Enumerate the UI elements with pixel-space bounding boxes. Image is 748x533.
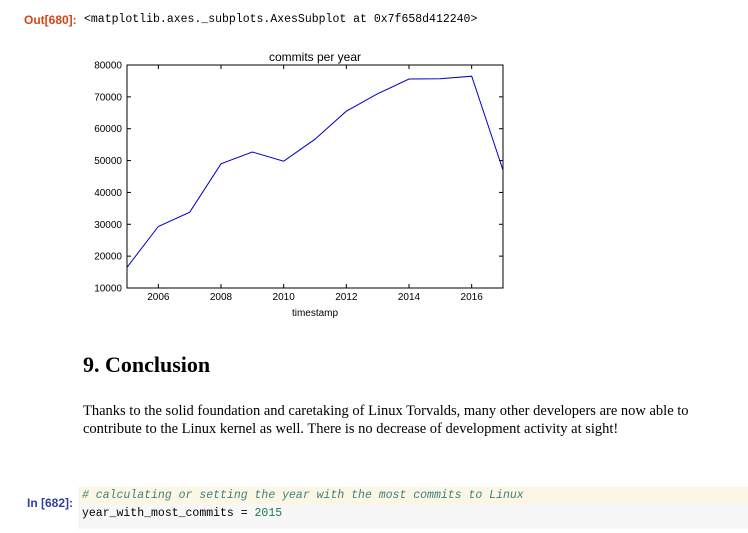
x-tick-label: 2010: [273, 292, 296, 303]
line-chart: commits per year 10000 20000 30000 40000 5000…: [94, 50, 504, 319]
x-axis-label: timestamp: [292, 308, 339, 319]
code-cell[interactable]: # calculating or setting the year with t…: [79, 487, 748, 529]
chart-title: commits per year: [269, 50, 361, 64]
x-tick-label: 2006: [147, 292, 170, 303]
code-highlight-line: [80, 487, 748, 504]
x-tick-label: 2008: [210, 292, 233, 303]
y-tick-label: 30000: [94, 220, 122, 231]
code-number: 2015: [254, 507, 283, 520]
x-tick-label: 2014: [398, 292, 421, 303]
section-heading: 9. Conclusion: [83, 352, 211, 377]
y-tick-label: 40000: [94, 188, 122, 199]
y-tick-label: 80000: [94, 61, 122, 72]
x-tick-label: 2012: [335, 292, 358, 303]
x-tick-label: 2016: [461, 292, 484, 303]
output-repr: <matplotlib.axes._subplots.AxesSubplot a…: [84, 13, 478, 26]
conclusion-paragraph: Thanks to the solid foundation and caret…: [83, 403, 689, 437]
code-comment: # calculating or setting the year with t…: [82, 489, 524, 502]
y-tick-label: 10000: [94, 284, 122, 295]
code-assignment: year_with_most_commits = 2015: [82, 507, 282, 520]
output-prompt: Out[680]:: [24, 13, 77, 27]
y-tick-label: 70000: [94, 92, 122, 103]
y-tick-label: 50000: [94, 156, 122, 167]
input-prompt: In [682]:: [27, 496, 74, 510]
y-tick-label: 60000: [94, 124, 122, 135]
y-tick-label: 20000: [94, 252, 122, 263]
code-variable: year_with_most_commits =: [82, 507, 255, 520]
plot-frame: [126, 64, 504, 289]
series-line: [126, 75, 504, 268]
